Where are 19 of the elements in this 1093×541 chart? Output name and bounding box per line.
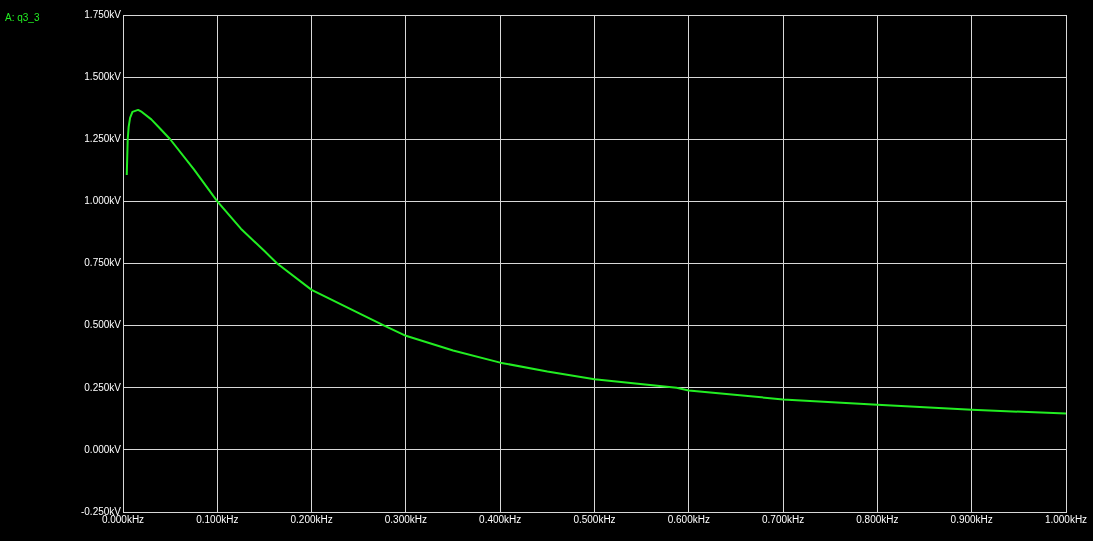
y-tick-label: 0.000kV — [84, 443, 122, 455]
x-tick-label: 0.900kHz — [950, 513, 993, 525]
x-tick-label: 0.800kHz — [856, 513, 899, 525]
x-tick-label: 0.700kHz — [761, 513, 805, 525]
x-tick-label: 0.300kHz — [384, 513, 428, 525]
x-tick-label: 0.600kHz — [667, 513, 710, 525]
x-tick-label: 0.200kHz — [290, 513, 333, 525]
x-tick-label: 1.000kHz — [1044, 513, 1088, 525]
text: A: q3_3 — [5, 12, 40, 23]
y-tick-label: 1.250kV — [84, 133, 122, 144]
y-tick-label: 0.500kV — [84, 319, 122, 331]
y-tick-label: 0.750kV — [84, 257, 122, 269]
y-tick-label: 1.500kV — [84, 70, 122, 82]
x-tick-label: 0.400kHz — [479, 513, 522, 525]
y-tick-label: 1.750kV — [84, 8, 122, 20]
y-tick-label: 1.000kV — [84, 195, 122, 207]
x-tick-label: 0.500kHz — [573, 513, 616, 525]
y-tick-label: 0.250kV — [84, 381, 122, 393]
x-tick-label: 0.100kHz — [196, 513, 239, 525]
